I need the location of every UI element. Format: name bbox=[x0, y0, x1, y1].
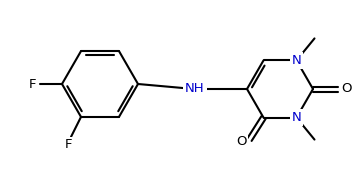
Text: F: F bbox=[65, 138, 73, 151]
Text: O: O bbox=[342, 82, 352, 95]
Text: F: F bbox=[28, 77, 36, 91]
Text: N: N bbox=[291, 54, 301, 67]
Text: NH: NH bbox=[185, 82, 205, 95]
Text: N: N bbox=[291, 111, 301, 124]
Text: O: O bbox=[236, 135, 247, 148]
